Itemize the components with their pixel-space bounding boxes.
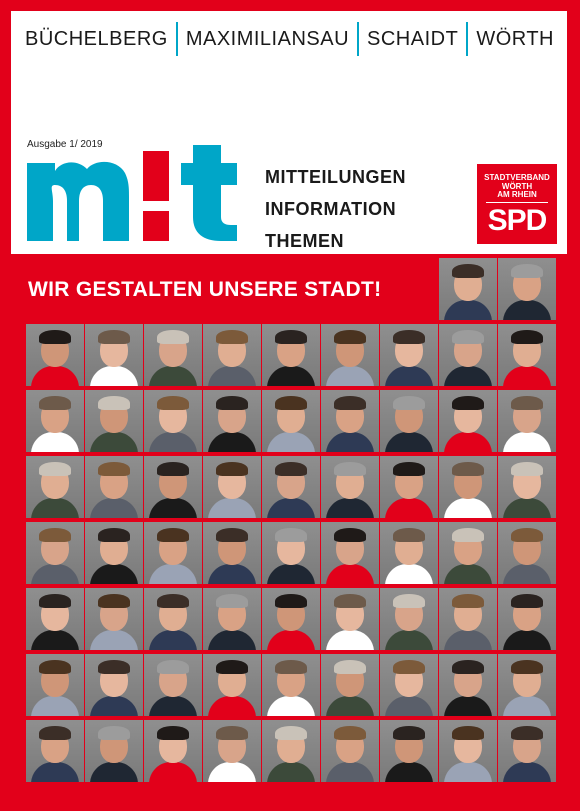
candidate-portrait: [26, 390, 84, 452]
town-list: BÜCHELBERG MAXIMILIANSAU SCHAIDT WÖRTH: [11, 21, 567, 57]
candidate-portrait: [498, 456, 556, 518]
candidate-portrait: [144, 522, 202, 584]
candidate-portrait: [498, 390, 556, 452]
candidate-portrait: [321, 390, 379, 452]
candidate-portrait: [85, 390, 143, 452]
candidate-portrait: [439, 720, 497, 782]
candidate-portrait: [321, 654, 379, 716]
candidate-portrait: [439, 456, 497, 518]
masthead-panel: BÜCHELBERG MAXIMILIANSAU SCHAIDT WÖRTH A…: [11, 11, 567, 254]
subtitle-mitteilungen: MITTEILUNGEN: [265, 167, 406, 187]
candidate-portrait: [26, 720, 84, 782]
candidate-portrait: [85, 720, 143, 782]
town-woerth: WÖRTH: [476, 28, 554, 50]
candidate-portrait: [203, 456, 261, 518]
candidate-portrait: [144, 456, 202, 518]
candidate-portrait: [26, 324, 84, 386]
candidate-portrait: [380, 720, 438, 782]
candidate-portrait: [26, 588, 84, 650]
candidate-portrait: [380, 588, 438, 650]
candidate-portrait: [203, 390, 261, 452]
subtitle-stack: MITTEILUNGEN INFORMATION THEMEN: [265, 161, 455, 257]
candidate-portrait: [85, 324, 143, 386]
candidate-portrait: [321, 588, 379, 650]
candidate-portrait: [203, 588, 261, 650]
badge-line: WÖRTH: [501, 181, 533, 191]
badge-line: STADTVERBAND: [484, 173, 550, 182]
subtitle-information: INFORMATION: [265, 199, 397, 219]
candidate-portrait: [262, 654, 320, 716]
candidate-portrait: [144, 390, 202, 452]
candidate-portrait: [498, 588, 556, 650]
candidate-portrait: [144, 324, 202, 386]
candidate-portrait: [380, 390, 438, 452]
candidate-portrait: [498, 324, 556, 386]
candidate-portrait: [262, 390, 320, 452]
candidate-portrait: [262, 522, 320, 584]
spd-badge: STADTVERBAND WÖRTH AM RHEIN SPD: [477, 164, 557, 244]
town-divider: [175, 22, 178, 56]
candidate-portrait: [380, 654, 438, 716]
candidate-portrait: [144, 588, 202, 650]
candidate-portrait: [85, 456, 143, 518]
mit-logo: mit: [25, 133, 237, 241]
candidate-portrait: [321, 324, 379, 386]
candidate-portrait: [380, 522, 438, 584]
candidate-portrait: [26, 456, 84, 518]
candidate-portrait: [85, 522, 143, 584]
candidate-portrait: [26, 522, 84, 584]
candidate-portrait: [439, 588, 497, 650]
candidate-portrait: [498, 258, 556, 320]
candidate-portrait: [439, 324, 497, 386]
candidate-portrait: [203, 654, 261, 716]
candidate-portrait: [439, 258, 497, 320]
candidate-portrait: [203, 720, 261, 782]
town-divider: [466, 22, 469, 56]
candidate-portrait: [439, 522, 497, 584]
candidate-portrait: [321, 522, 379, 584]
town-buechelberg: BÜCHELBERG: [25, 28, 168, 50]
candidate-portrait: [498, 522, 556, 584]
candidate-portrait: [262, 588, 320, 650]
cover-headline: WIR GESTALTEN UNSERE STADT!: [28, 278, 382, 301]
badge-rule: [486, 201, 548, 203]
candidate-portrait: [498, 720, 556, 782]
candidate-portrait: [144, 654, 202, 716]
candidate-portrait: [203, 324, 261, 386]
town-divider: [357, 22, 360, 56]
candidate-portrait: [203, 522, 261, 584]
candidate-portrait: [26, 654, 84, 716]
candidate-portrait: [85, 654, 143, 716]
candidate-portrait: [144, 720, 202, 782]
candidate-portrait: [321, 720, 379, 782]
candidate-portrait: [498, 654, 556, 716]
town-maximiliansau: MAXIMILIANSAU: [185, 28, 350, 50]
badge-line: AM RHEIN: [497, 190, 537, 199]
candidate-portrait: [321, 456, 379, 518]
candidate-portrait: [262, 720, 320, 782]
subtitle-themen: THEMEN: [265, 231, 344, 251]
badge-party: SPD: [487, 203, 548, 237]
candidate-portrait: [439, 390, 497, 452]
issue-number: Ausgabe 1/ 2019: [27, 139, 103, 150]
candidate-portrait: [262, 324, 320, 386]
candidate-portrait: [85, 588, 143, 650]
logo-wordmark: mit: [25, 133, 47, 137]
candidate-portrait: [262, 456, 320, 518]
candidate-portrait: [439, 654, 497, 716]
badge-org: STADTVERBAND WÖRTH AM RHEIN: [477, 173, 557, 200]
town-schaidt: SCHAIDT: [367, 28, 459, 50]
candidate-portrait: [380, 324, 438, 386]
candidate-portrait: [380, 456, 438, 518]
